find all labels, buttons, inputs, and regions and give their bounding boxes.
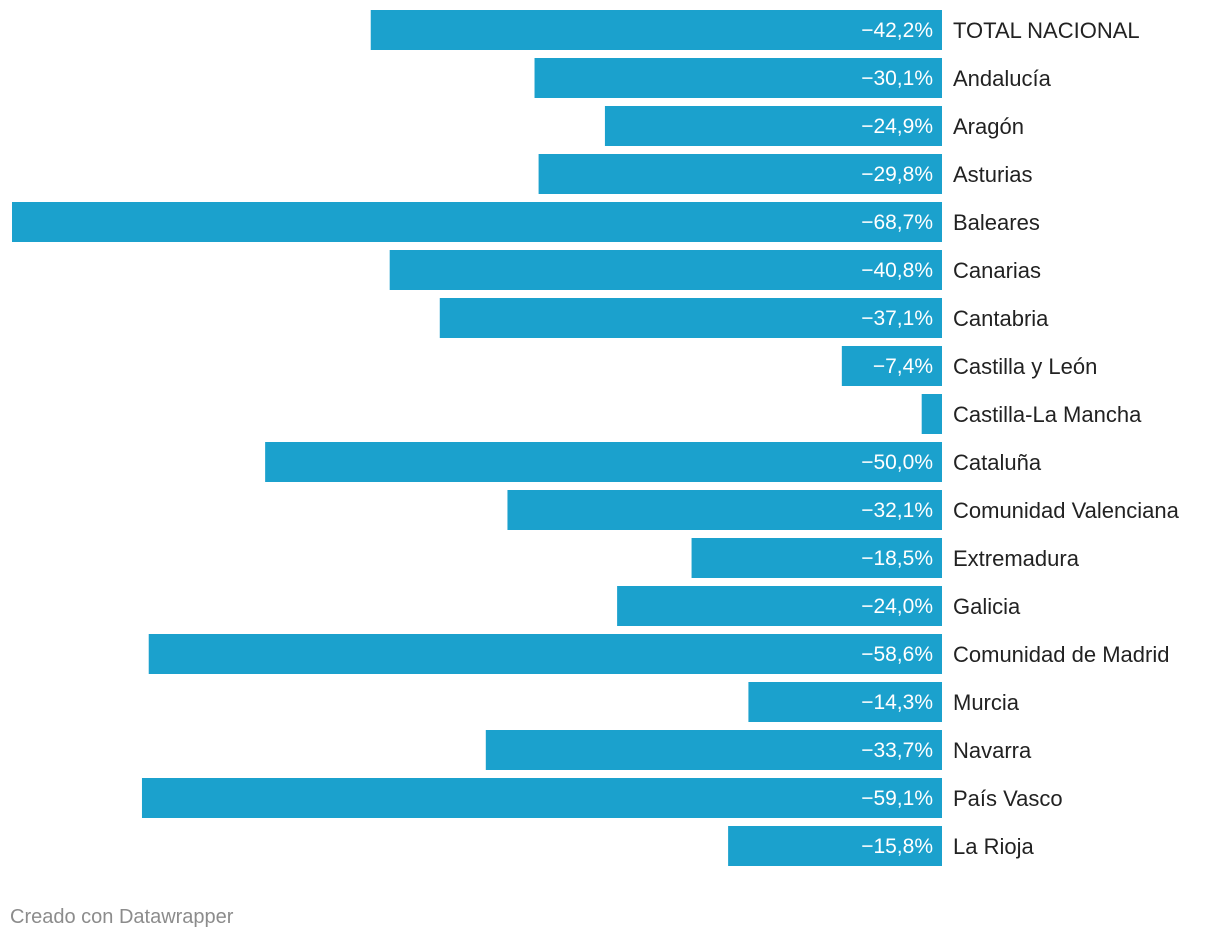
- category-label-castilla-la-mancha: Castilla-La Mancha: [953, 402, 1142, 427]
- value-label-cataluna: −50,0%: [861, 451, 933, 474]
- category-label-canarias: Canarias: [953, 258, 1041, 283]
- value-label-aragon: −24,9%: [861, 115, 933, 138]
- bar-la-rioja: [728, 826, 942, 866]
- value-label-galicia: −24,0%: [861, 595, 933, 618]
- value-label-baleares: −68,7%: [861, 211, 933, 234]
- bar-extremadura: [691, 538, 942, 578]
- category-label-galicia: Galicia: [953, 594, 1021, 619]
- value-label-castilla-y-leon: −7,4%: [873, 355, 933, 378]
- category-label-comunidad-de-madrid: Comunidad de Madrid: [953, 642, 1169, 667]
- bar-galicia: [617, 586, 942, 626]
- value-label-murcia: −14,3%: [861, 691, 933, 714]
- bar-asturias: [538, 154, 942, 194]
- bar-andalucia: [534, 58, 942, 98]
- value-label-extremadura: −18,5%: [861, 547, 933, 570]
- bar-comunidad-de-madrid: [148, 634, 943, 674]
- bar-aragon: [604, 106, 942, 146]
- category-label-comunidad-valenciana: Comunidad Valenciana: [953, 498, 1180, 523]
- value-label-comunidad-valenciana: −32,1%: [861, 499, 933, 522]
- category-label-extremadura: Extremadura: [953, 546, 1080, 571]
- bar-castilla-la-mancha: [921, 394, 942, 434]
- category-label-navarra: Navarra: [953, 738, 1032, 763]
- bar-navarra: [485, 730, 942, 770]
- value-label-cantabria: −37,1%: [861, 307, 933, 330]
- value-label-canarias: −40,8%: [861, 259, 933, 282]
- category-label-andalucia: Andalucía: [953, 66, 1052, 91]
- category-label-cataluna: Cataluña: [953, 450, 1042, 475]
- bar-total-nacional: [370, 10, 943, 50]
- bar-pais-vasco: [141, 778, 942, 818]
- bar-cataluna: [265, 442, 942, 482]
- bar-baleares: [12, 202, 942, 242]
- credit-footer[interactable]: Creado con Datawrapper: [10, 906, 234, 928]
- category-label-murcia: Murcia: [953, 690, 1020, 715]
- category-label-aragon: Aragón: [953, 114, 1024, 139]
- bar-castilla-y-leon: [841, 346, 942, 386]
- category-label-pais-vasco: País Vasco: [953, 786, 1063, 811]
- value-label-la-rioja: −15,8%: [861, 835, 933, 858]
- bar-comunidad-valenciana: [507, 490, 942, 530]
- bar-cantabria: [439, 298, 942, 338]
- bar-chart: −42,2% TOTAL NACIONAL −30,1% Andalucía −24,9…: [12, 10, 1180, 866]
- value-label-navarra: −33,7%: [861, 739, 933, 762]
- bar-murcia: [748, 682, 942, 722]
- value-label-asturias: −29,8%: [861, 163, 933, 186]
- category-label-baleares: Baleares: [953, 210, 1040, 235]
- category-label-la-rioja: La Rioja: [953, 834, 1034, 859]
- value-label-andalucia: −30,1%: [861, 67, 933, 90]
- value-label-comunidad-de-madrid: −58,6%: [861, 643, 933, 666]
- value-label-pais-vasco: −59,1%: [861, 787, 933, 810]
- bar-canarias: [389, 250, 942, 290]
- category-label-cantabria: Cantabria: [953, 306, 1049, 331]
- value-label-total-nacional: −42,2%: [861, 19, 933, 42]
- category-label-total-nacional: TOTAL NACIONAL: [953, 18, 1140, 43]
- category-label-asturias: Asturias: [953, 162, 1032, 187]
- category-label-castilla-y-leon: Castilla y León: [953, 354, 1097, 379]
